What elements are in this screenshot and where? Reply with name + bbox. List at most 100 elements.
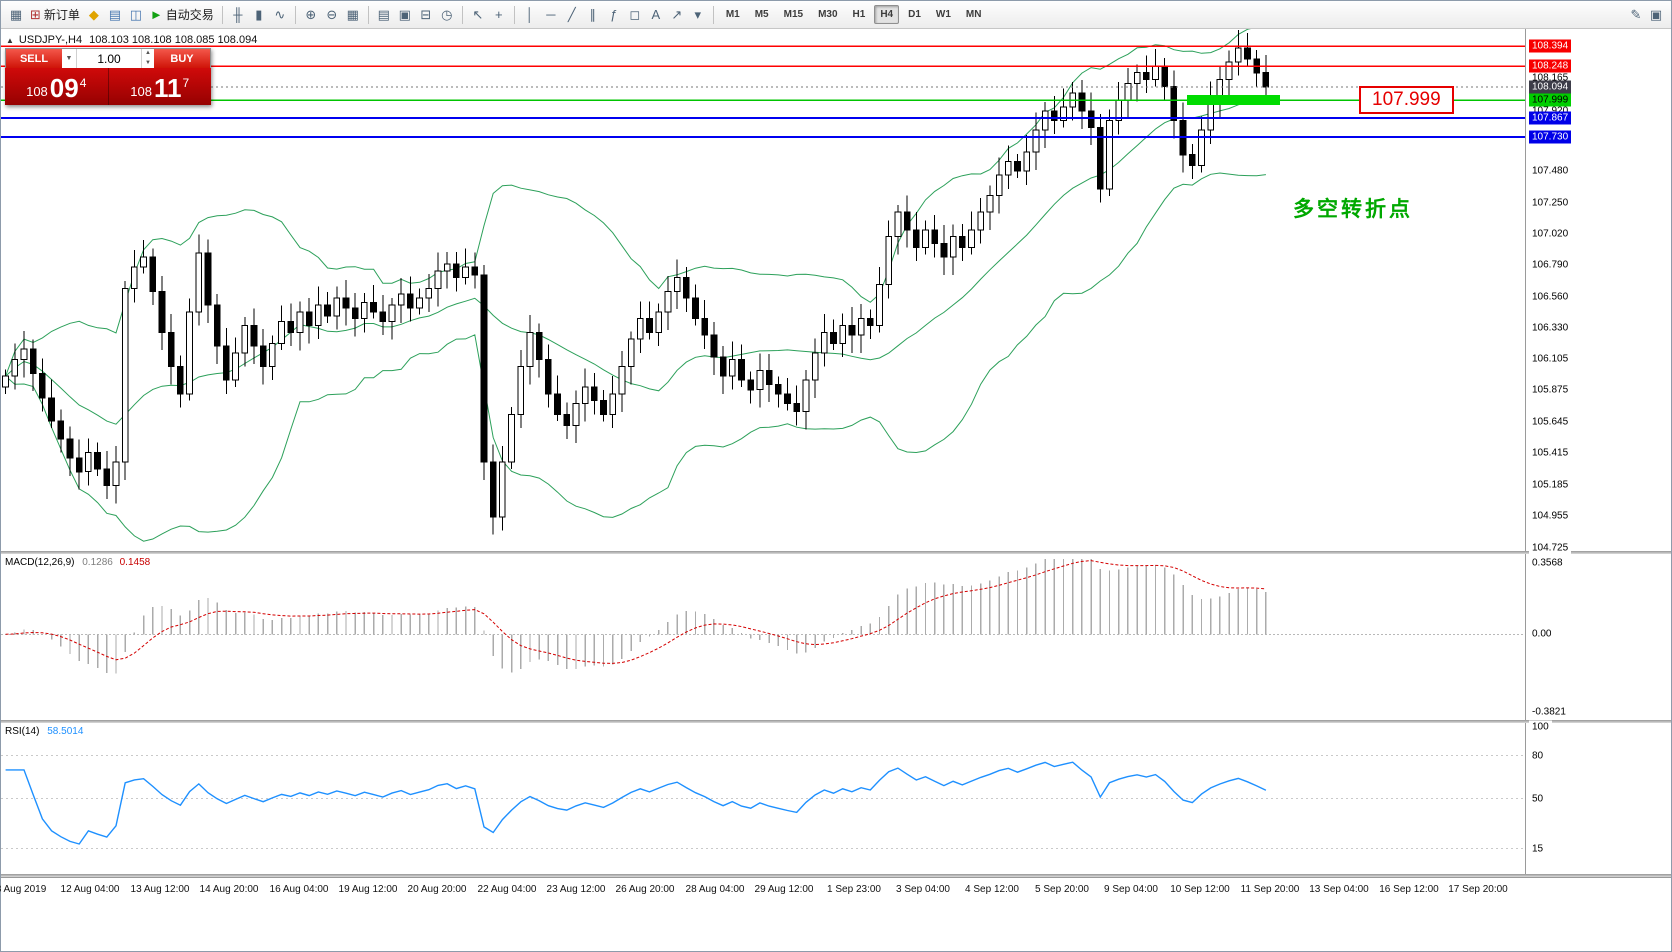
bars-chart-icon: ╫ xyxy=(233,7,243,22)
panel-separator[interactable] xyxy=(1,720,1671,723)
price-axis-label: 107.020 xyxy=(1529,227,1572,241)
price-callout[interactable]: 107.999 xyxy=(1359,86,1454,114)
crosshair-icon[interactable]: + xyxy=(489,4,509,26)
arrow-tools-icon: ↗ xyxy=(671,7,683,22)
timeframe-M30[interactable]: M30 xyxy=(818,9,838,20)
grid-icon[interactable]: ▦ xyxy=(343,4,363,26)
line-chart-icon[interactable]: ∿ xyxy=(270,4,290,26)
market-watch-icon[interactable]: ▤ xyxy=(105,4,125,26)
navigator-icon[interactable]: ◫ xyxy=(126,4,146,26)
volume-stepper[interactable]: ▲ ▼ xyxy=(141,49,154,68)
cascade-windows-icon[interactable]: ▣ xyxy=(395,4,415,26)
price-axis-label: 105.415 xyxy=(1529,446,1572,460)
main-chart-plot[interactable]: ▲ USDJPY-,H4 108.103 108.108 108.085 108… xyxy=(1,29,1525,551)
edit-icon[interactable]: ✎ xyxy=(1626,4,1646,26)
autotrading-icon: ► xyxy=(149,7,163,22)
arrange-icon[interactable]: ⊟ xyxy=(416,4,436,26)
clock-icon[interactable]: ◷ xyxy=(437,4,457,26)
candlestick-chart-icon[interactable]: ▮ xyxy=(249,4,269,26)
candles-series xyxy=(2,29,1270,535)
price-axis-label: 107.250 xyxy=(1529,196,1572,209)
profiles-icon[interactable]: ◆ xyxy=(84,4,104,26)
text-icon[interactable]: A xyxy=(646,4,666,26)
price-axis-label: 108.094 xyxy=(1529,80,1572,94)
new-order-icon: ⊞ xyxy=(30,7,41,22)
panel-separator[interactable] xyxy=(1,551,1671,554)
cursor-icon[interactable]: ↖ xyxy=(468,4,488,26)
arrow-tools-icon[interactable]: ↗ xyxy=(667,4,687,26)
time-axis-label: 20 Aug 20:00 xyxy=(407,884,467,895)
panel-icon[interactable]: ▣ xyxy=(1646,4,1666,26)
buy-price[interactable]: 108 11 7 xyxy=(109,68,212,105)
rsi-plot[interactable]: RSI(14) 58.5014 xyxy=(1,723,1525,874)
tools-dropdown-icon[interactable]: ▾ xyxy=(688,4,708,26)
timeframe-M5[interactable]: M5 xyxy=(754,9,769,20)
cursor-icon: ↖ xyxy=(472,7,484,22)
rsi-axis[interactable]: 100 80 50 15 xyxy=(1525,720,1671,874)
timeframe-MN[interactable]: MN xyxy=(965,9,982,20)
shapes-icon[interactable]: ◻ xyxy=(625,4,645,26)
arrange-icon: ⊟ xyxy=(420,7,432,22)
rsi-chart[interactable] xyxy=(1,723,1525,874)
zoom-in-icon: ⊕ xyxy=(305,7,317,22)
macd-plot[interactable]: MACD(12,26,9) 0.1286 0.1458 xyxy=(1,554,1525,720)
macd-axis-label: -0.3821 xyxy=(1529,705,1569,719)
price-axis-label: 104.725 xyxy=(1529,541,1572,555)
volume-dropdown-icon[interactable]: ▼ xyxy=(62,49,77,68)
channel-icon[interactable]: ∥ xyxy=(583,4,603,26)
candlestick-chart[interactable] xyxy=(1,29,1525,551)
horizontal-line-icon[interactable]: ─ xyxy=(541,4,561,26)
market-watch-icon: ▤ xyxy=(108,7,122,22)
vertical-line-icon[interactable]: │ xyxy=(520,4,540,26)
panel-separator[interactable] xyxy=(1,874,1671,877)
zoom-out-icon[interactable]: ⊖ xyxy=(322,4,342,26)
timeframe-D1[interactable]: D1 xyxy=(908,9,921,20)
timeframe-H4[interactable]: H4 xyxy=(874,5,900,24)
grid-icon: ▦ xyxy=(346,7,359,22)
autotrading-button[interactable]: ► 自动交易 xyxy=(147,4,217,26)
sell-price[interactable]: 108 09 4 xyxy=(5,68,109,105)
time-axis-label: 14 Aug 20:00 xyxy=(199,884,259,895)
macd-chart[interactable] xyxy=(1,554,1525,720)
bars-chart-icon[interactable]: ╫ xyxy=(228,4,248,26)
support-zone-highlight[interactable] xyxy=(1187,95,1280,105)
volume-down-icon[interactable]: ▼ xyxy=(145,59,151,66)
trendline-icon[interactable]: ╱ xyxy=(562,4,582,26)
volume-input[interactable]: 1.00 xyxy=(77,49,141,68)
time-axis-label: 23 Aug 12:00 xyxy=(546,884,606,895)
toolbar-separator xyxy=(367,5,369,24)
price-axis-label: 105.875 xyxy=(1529,383,1572,397)
one-click-trading-widget: SELL ▼ 1.00 ▲ ▼ BUY 108 09 4 xyxy=(5,48,211,105)
price-axis[interactable]: 108.165107.920107.480107.250107.020106.7… xyxy=(1525,29,1671,555)
new-chart-icon[interactable]: ▦ xyxy=(6,4,26,26)
trade-panel-toggle-icon[interactable]: ▲ xyxy=(6,35,14,45)
buy-price-pip: 7 xyxy=(182,76,190,90)
sell-price-prefix: 108 xyxy=(26,84,48,100)
fibonacci-icon: ƒ xyxy=(610,7,618,22)
time-axis-label: 9 Sep 04:00 xyxy=(1104,884,1158,895)
rsi-axis-label: 100 xyxy=(1529,720,1552,734)
price-axis-label: 107.999 xyxy=(1529,93,1572,107)
price-axis-label: 107.730 xyxy=(1529,130,1572,144)
volume-up-icon[interactable]: ▲ xyxy=(145,50,151,56)
tile-windows-icon[interactable]: ▤ xyxy=(374,4,394,26)
rsi-levels xyxy=(1,755,1525,849)
chart-annotation: 多空转折点 xyxy=(1293,198,1413,221)
macd-axis[interactable]: 0.3568 0.00 -0.3821 xyxy=(1525,554,1671,720)
timeframe-W1[interactable]: W1 xyxy=(935,9,951,20)
fibonacci-icon[interactable]: ƒ xyxy=(604,4,624,26)
sell-button[interactable]: SELL xyxy=(6,49,62,68)
buy-price-big: 11 xyxy=(154,73,182,104)
buy-button[interactable]: BUY xyxy=(154,49,210,68)
new-order-button[interactable]: ⊞ 新订单 xyxy=(27,4,83,26)
timeframe-M1[interactable]: M1 xyxy=(725,9,740,20)
time-axis-label: 4 Sep 12:00 xyxy=(965,884,1019,895)
time-axis-label: 26 Aug 20:00 xyxy=(615,884,675,895)
chart-symbol-label: USDJPY-,H4 xyxy=(18,34,83,46)
zoom-in-icon[interactable]: ⊕ xyxy=(301,4,321,26)
time-axis[interactable]: 8 Aug 2019 12 Aug 04:00 13 Aug 12:00 14 Aug… xyxy=(0,877,1671,903)
price-axis-label: 107.480 xyxy=(1529,164,1572,178)
timeframe-M15[interactable]: M15 xyxy=(783,9,804,20)
timeframe-H1[interactable]: H1 xyxy=(852,9,866,20)
